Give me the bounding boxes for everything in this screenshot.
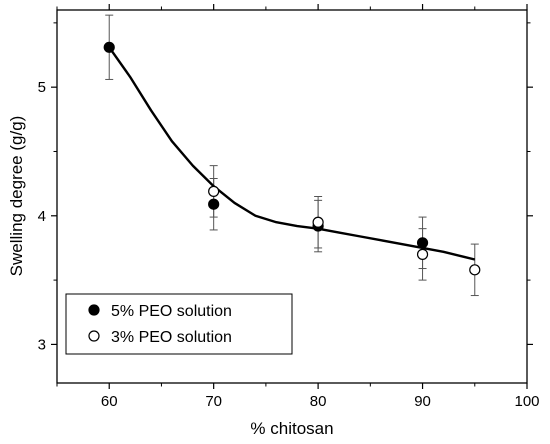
x-tick-label: 60 [101,393,118,410]
legend: 5% PEO solution 3% PEO solution [65,293,293,355]
legend-label-5pct-peo: 5% PEO solution [111,303,232,320]
point-3pct-peo [312,216,324,228]
fit-curve [108,46,476,261]
y-axis-label: Swelling degree (g/g) [7,116,26,277]
x-tick-label: 80 [310,393,327,410]
x-tick-label: 100 [514,393,539,410]
point-3pct-peo [208,185,220,197]
fit-curve-group [108,46,476,261]
point-5pct-peo [103,41,115,53]
point-5pct-peo [208,198,220,210]
point-3pct-peo [416,248,429,260]
y-tick-label: 5 [38,79,46,96]
legend-box [65,293,293,355]
legend-marker-5pct-peo [88,304,100,316]
point-3pct-peo [469,264,481,276]
y-tick-label: 4 [38,208,46,225]
x-axis-label: % chitosan [250,419,333,438]
y-tick-label: 3 [38,336,46,353]
x-tick-label: 90 [414,393,431,410]
data-points [103,41,481,276]
plot-frame [56,9,528,384]
x-tick-label: 70 [205,393,222,410]
point-5pct-peo [416,237,429,249]
legend-marker-3pct-peo [88,330,100,342]
axis-ticks: 60 70 80 90 100 3 4 5 [38,4,540,410]
legend-label-3pct-peo: 3% PEO solution [111,329,232,346]
